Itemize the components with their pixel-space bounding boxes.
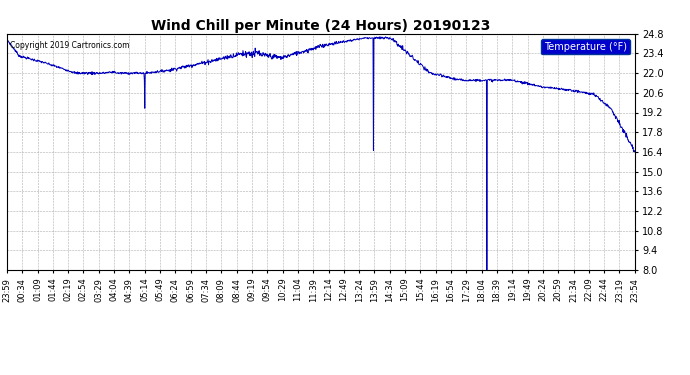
Legend: Temperature (°F): Temperature (°F)	[541, 39, 630, 54]
Title: Wind Chill per Minute (24 Hours) 20190123: Wind Chill per Minute (24 Hours) 2019012…	[151, 19, 491, 33]
Text: Copyright 2019 Cartronics.com: Copyright 2019 Cartronics.com	[10, 41, 130, 50]
